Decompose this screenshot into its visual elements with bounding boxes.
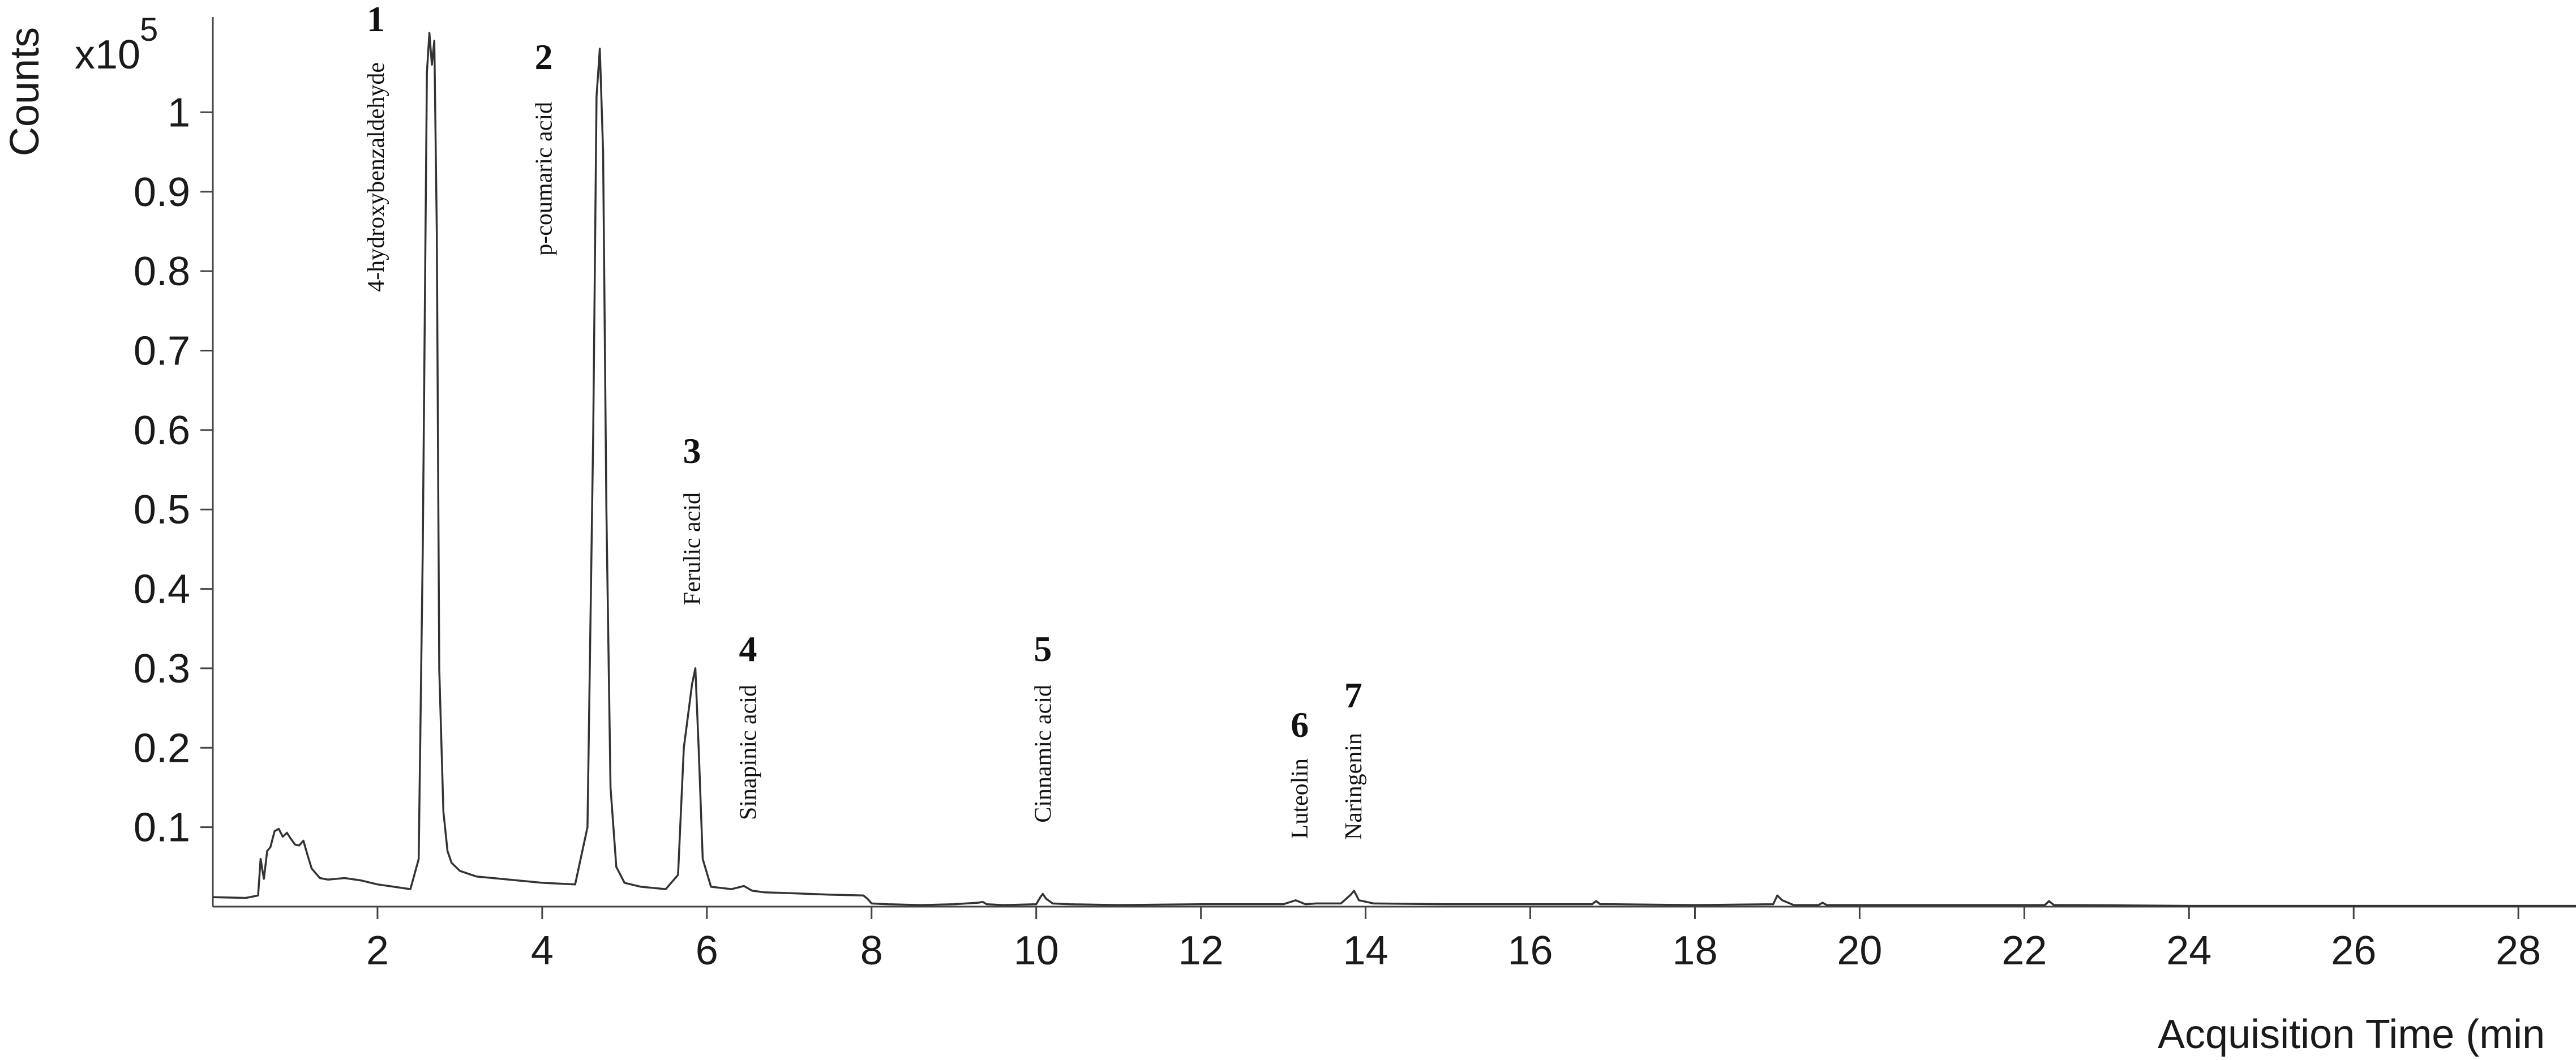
y-tick-label: 0.5 [134, 487, 190, 533]
x-tick-label: 6 [696, 928, 718, 973]
y-axis-label: Counts [2, 27, 48, 156]
peak-compound-label: p-coumaric acid [532, 102, 558, 256]
x-tick-label: 28 [2496, 928, 2541, 973]
y-tick-label: 0.3 [134, 646, 190, 692]
y-axis-multiplier: x10 [75, 32, 140, 78]
y-ticks-group: 0.1 0.2 0.3 0.4 0.5 0.6 0.7 0.8 0.9 1 [134, 90, 213, 851]
x-tick-label: 4 [531, 928, 554, 973]
peak-number-label: 6 [1291, 705, 1309, 745]
x-axis-label: Acquisition Time (min [2158, 1012, 2545, 1057]
peak-compound-label: Ferulic acid [679, 492, 705, 605]
y-tick-label: 0.7 [134, 329, 190, 374]
chromatogram-line [212, 32, 2576, 907]
x-tick-label: 24 [2166, 928, 2211, 973]
x-ticks-group: 2 4 6 8 10 12 14 16 18 20 22 24 26 28 [366, 907, 2541, 973]
y-tick-label: 0.9 [134, 170, 190, 215]
peak-number-label: 1 [367, 0, 385, 39]
peak-compound-label: 4-hydroxybenzaldehyde [363, 62, 389, 292]
x-tick-label: 18 [1672, 928, 1717, 973]
y-tick-label: 1 [168, 90, 190, 135]
peak-compound-label: Cinnamic acid [1030, 685, 1056, 823]
x-tick-label: 14 [1343, 928, 1388, 973]
peak-compound-label: Naringenin [1341, 733, 1367, 840]
peak-number-label: 7 [1344, 675, 1362, 715]
peak-labels-group: 1 4-hydroxybenzaldehyde 2 p-coumaric acid 3 F… [363, 0, 1367, 840]
y-tick-label: 0.6 [134, 408, 190, 453]
y-axis-multiplier-exponent: 5 [140, 11, 158, 48]
x-tick-label: 12 [1178, 928, 1224, 973]
x-tick-label: 26 [2331, 928, 2376, 973]
series-group [212, 32, 2576, 907]
x-tick-label: 16 [1507, 928, 1553, 973]
x-tick-label: 22 [2001, 928, 2047, 973]
x-tick-label: 10 [1014, 928, 1059, 973]
peak-number-label: 3 [683, 431, 701, 471]
y-tick-label: 0.2 [134, 726, 190, 771]
peak-number-label: 5 [1034, 629, 1052, 669]
peak-compound-label: Sinapinic acid [736, 685, 762, 820]
x-tick-label: 8 [860, 928, 883, 973]
peak-number-label: 2 [535, 37, 553, 77]
y-tick-label: 0.8 [134, 249, 190, 294]
peak-number-label: 4 [739, 629, 757, 669]
peak-compound-label: Luteolin [1287, 758, 1313, 839]
y-tick-label: 0.1 [134, 805, 190, 851]
x-tick-label: 2 [366, 928, 389, 973]
x-tick-label: 20 [1837, 928, 1882, 973]
y-tick-label: 0.4 [134, 567, 190, 612]
